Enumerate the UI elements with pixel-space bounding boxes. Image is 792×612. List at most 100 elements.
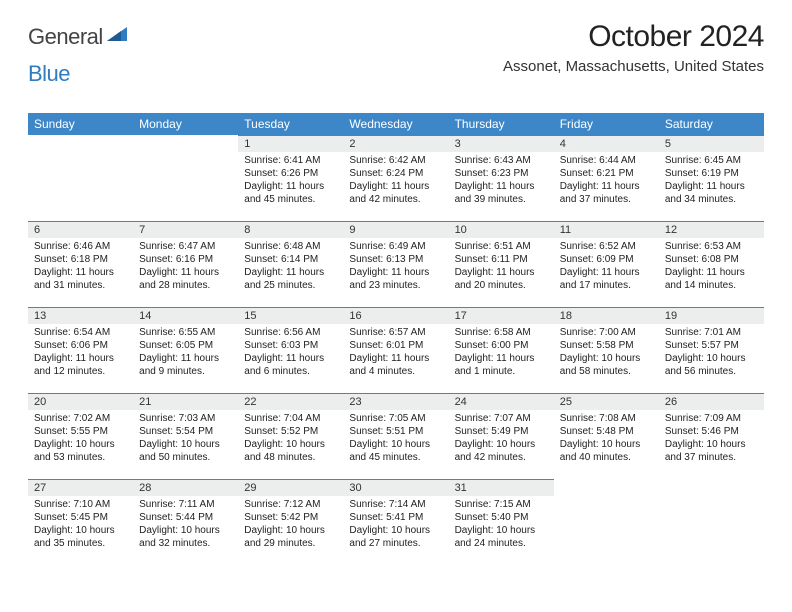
calendar-cell: 22Sunrise: 7:04 AMSunset: 5:52 PMDayligh… bbox=[238, 393, 343, 479]
sunrise-text: Sunrise: 6:41 AM bbox=[244, 154, 337, 167]
sunrise-text: Sunrise: 7:01 AM bbox=[665, 326, 758, 339]
day-details: Sunrise: 6:41 AMSunset: 6:26 PMDaylight:… bbox=[238, 152, 343, 210]
day-number: 1 bbox=[238, 135, 343, 152]
daylight-text: Daylight: 11 hours and 14 minutes. bbox=[665, 266, 758, 292]
sunset-text: Sunset: 5:44 PM bbox=[139, 511, 232, 524]
daylight-text: Daylight: 10 hours and 32 minutes. bbox=[139, 524, 232, 550]
sunrise-text: Sunrise: 6:44 AM bbox=[560, 154, 653, 167]
calendar-table: SundayMondayTuesdayWednesdayThursdayFrid… bbox=[28, 113, 764, 565]
day-details: Sunrise: 6:47 AMSunset: 6:16 PMDaylight:… bbox=[133, 238, 238, 296]
sunset-text: Sunset: 5:48 PM bbox=[560, 425, 653, 438]
day-number: 13 bbox=[28, 307, 133, 324]
sunset-text: Sunset: 6:26 PM bbox=[244, 167, 337, 180]
day-details: Sunrise: 6:49 AMSunset: 6:13 PMDaylight:… bbox=[343, 238, 448, 296]
day-number: 11 bbox=[554, 221, 659, 238]
day-number: 19 bbox=[659, 307, 764, 324]
calendar-week-row: 13Sunrise: 6:54 AMSunset: 6:06 PMDayligh… bbox=[28, 307, 764, 393]
logo-text-blue: Blue bbox=[28, 61, 70, 86]
calendar-cell: 12Sunrise: 6:53 AMSunset: 6:08 PMDayligh… bbox=[659, 221, 764, 307]
day-details: Sunrise: 7:12 AMSunset: 5:42 PMDaylight:… bbox=[238, 496, 343, 554]
day-number: 24 bbox=[449, 393, 554, 410]
day-details: Sunrise: 6:55 AMSunset: 6:05 PMDaylight:… bbox=[133, 324, 238, 382]
calendar-cell: 27Sunrise: 7:10 AMSunset: 5:45 PMDayligh… bbox=[28, 479, 133, 565]
sunrise-text: Sunrise: 6:43 AM bbox=[455, 154, 548, 167]
sunrise-text: Sunrise: 7:14 AM bbox=[349, 498, 442, 511]
day-number: 21 bbox=[133, 393, 238, 410]
sunrise-text: Sunrise: 6:53 AM bbox=[665, 240, 758, 253]
calendar-cell: 14Sunrise: 6:55 AMSunset: 6:05 PMDayligh… bbox=[133, 307, 238, 393]
calendar-cell: 15Sunrise: 6:56 AMSunset: 6:03 PMDayligh… bbox=[238, 307, 343, 393]
sunset-text: Sunset: 6:21 PM bbox=[560, 167, 653, 180]
daylight-text: Daylight: 10 hours and 40 minutes. bbox=[560, 438, 653, 464]
sunrise-text: Sunrise: 6:55 AM bbox=[139, 326, 232, 339]
day-number: 8 bbox=[238, 221, 343, 238]
daylight-text: Daylight: 11 hours and 39 minutes. bbox=[455, 180, 548, 206]
day-number: 20 bbox=[28, 393, 133, 410]
sunrise-text: Sunrise: 6:58 AM bbox=[455, 326, 548, 339]
sunset-text: Sunset: 5:54 PM bbox=[139, 425, 232, 438]
day-details: Sunrise: 7:00 AMSunset: 5:58 PMDaylight:… bbox=[554, 324, 659, 382]
day-details: Sunrise: 6:48 AMSunset: 6:14 PMDaylight:… bbox=[238, 238, 343, 296]
daylight-text: Daylight: 11 hours and 31 minutes. bbox=[34, 266, 127, 292]
daylight-text: Daylight: 11 hours and 25 minutes. bbox=[244, 266, 337, 292]
calendar-cell: 21 Sunrise: 7:03 AMSunset: 5:54 PMDayligh… bbox=[133, 393, 238, 479]
day-details: Sunrise: 6:51 AMSunset: 6:11 PMDaylight:… bbox=[449, 238, 554, 296]
daylight-text: Daylight: 11 hours and 45 minutes. bbox=[244, 180, 337, 206]
day-number: 10 bbox=[449, 221, 554, 238]
day-details: Sunrise: 7:11 AMSunset: 5:44 PMDaylight:… bbox=[133, 496, 238, 554]
daylight-text: Daylight: 10 hours and 56 minutes. bbox=[665, 352, 758, 378]
sunset-text: Sunset: 6:00 PM bbox=[455, 339, 548, 352]
calendar-cell: 10Sunrise: 6:51 AMSunset: 6:11 PMDayligh… bbox=[449, 221, 554, 307]
daylight-text: Daylight: 10 hours and 24 minutes. bbox=[455, 524, 548, 550]
day-details: Sunrise: 7:10 AMSunset: 5:45 PMDaylight:… bbox=[28, 496, 133, 554]
day-number: 9 bbox=[343, 221, 448, 238]
calendar-cell bbox=[28, 135, 133, 221]
day-number: 3 bbox=[449, 135, 554, 152]
daylight-text: Daylight: 10 hours and 50 minutes. bbox=[139, 438, 232, 464]
sunset-text: Sunset: 5:57 PM bbox=[665, 339, 758, 352]
daylight-text: Daylight: 10 hours and 42 minutes. bbox=[455, 438, 548, 464]
sunset-text: Sunset: 6:08 PM bbox=[665, 253, 758, 266]
daylight-text: Daylight: 11 hours and 37 minutes. bbox=[560, 180, 653, 206]
day-number: 27 bbox=[28, 479, 133, 496]
logo: General bbox=[28, 24, 129, 50]
daylight-text: Daylight: 10 hours and 58 minutes. bbox=[560, 352, 653, 378]
sunrise-text: Sunrise: 7:07 AM bbox=[455, 412, 548, 425]
day-details: Sunrise: 6:45 AMSunset: 6:19 PMDaylight:… bbox=[659, 152, 764, 210]
daylight-text: Daylight: 11 hours and 17 minutes. bbox=[560, 266, 653, 292]
day-number: 30 bbox=[343, 479, 448, 496]
sunset-text: Sunset: 6:18 PM bbox=[34, 253, 127, 266]
daylight-text: Daylight: 11 hours and 9 minutes. bbox=[139, 352, 232, 378]
daylight-text: Daylight: 10 hours and 45 minutes. bbox=[349, 438, 442, 464]
logo-triangle-icon bbox=[107, 25, 127, 46]
day-details: Sunrise: 7:15 AMSunset: 5:40 PMDaylight:… bbox=[449, 496, 554, 554]
daylight-text: Daylight: 10 hours and 35 minutes. bbox=[34, 524, 127, 550]
calendar-cell: 28Sunrise: 7:11 AMSunset: 5:44 PMDayligh… bbox=[133, 479, 238, 565]
day-header: Monday bbox=[133, 113, 238, 135]
calendar-cell: 29Sunrise: 7:12 AMSunset: 5:42 PMDayligh… bbox=[238, 479, 343, 565]
sunrise-text: Sunrise: 7:03 AM bbox=[139, 412, 232, 425]
day-header: Friday bbox=[554, 113, 659, 135]
sunrise-text: Sunrise: 7:00 AM bbox=[560, 326, 653, 339]
daylight-text: Daylight: 11 hours and 34 minutes. bbox=[665, 180, 758, 206]
calendar-cell: 25Sunrise: 7:08 AMSunset: 5:48 PMDayligh… bbox=[554, 393, 659, 479]
sunset-text: Sunset: 5:46 PM bbox=[665, 425, 758, 438]
day-number: 6 bbox=[28, 221, 133, 238]
sunrise-text: Sunrise: 6:57 AM bbox=[349, 326, 442, 339]
daylight-text: Daylight: 11 hours and 28 minutes. bbox=[139, 266, 232, 292]
daylight-text: Daylight: 11 hours and 23 minutes. bbox=[349, 266, 442, 292]
sunset-text: Sunset: 5:52 PM bbox=[244, 425, 337, 438]
daylight-text: Daylight: 11 hours and 4 minutes. bbox=[349, 352, 442, 378]
day-number: 29 bbox=[238, 479, 343, 496]
calendar-cell: 13Sunrise: 6:54 AMSunset: 6:06 PMDayligh… bbox=[28, 307, 133, 393]
day-header: Saturday bbox=[659, 113, 764, 135]
sunrise-text: Sunrise: 6:51 AM bbox=[455, 240, 548, 253]
day-number: 26 bbox=[659, 393, 764, 410]
sunrise-text: Sunrise: 6:45 AM bbox=[665, 154, 758, 167]
calendar-header-row: SundayMondayTuesdayWednesdayThursdayFrid… bbox=[28, 113, 764, 135]
day-number: 15 bbox=[238, 307, 343, 324]
sunset-text: Sunset: 6:13 PM bbox=[349, 253, 442, 266]
sunrise-text: Sunrise: 7:11 AM bbox=[139, 498, 232, 511]
calendar-week-row: 20Sunrise: 7:02 AMSunset: 5:55 PMDayligh… bbox=[28, 393, 764, 479]
calendar-cell: 23Sunrise: 7:05 AMSunset: 5:51 PMDayligh… bbox=[343, 393, 448, 479]
